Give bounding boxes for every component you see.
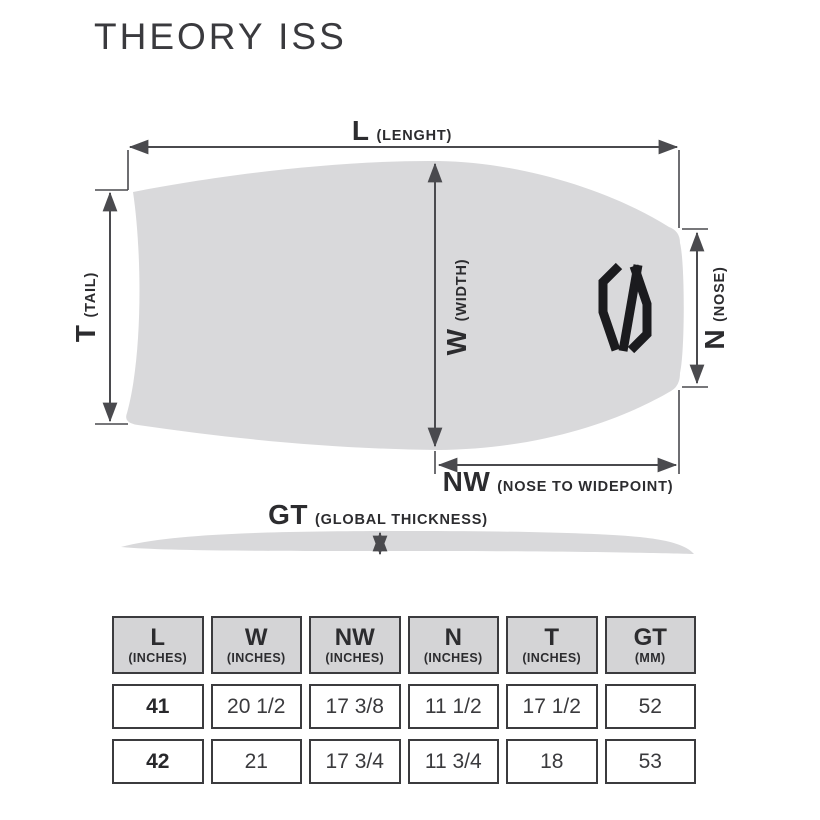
column-abbr: T xyxy=(544,624,560,652)
tail-abbr: T xyxy=(70,324,101,343)
column-unit: (INCHES) xyxy=(522,650,582,665)
header-cell-nw: NW (INCHES) xyxy=(309,616,401,674)
board-diagram xyxy=(95,139,708,556)
header-cell-n: N (INCHES) xyxy=(407,616,499,674)
header-cell-l: L (INCHES) xyxy=(112,616,204,674)
table-cell: 20 1/2 xyxy=(210,684,302,729)
table-cell: 18 xyxy=(506,739,598,784)
column-abbr: W xyxy=(244,624,268,652)
tail-full: (TAIL) xyxy=(83,271,99,318)
table-cell: 42 xyxy=(112,739,204,784)
length-label: L (LENGHT) xyxy=(352,115,452,147)
column-abbr: GT xyxy=(633,624,667,652)
table-cell: 52 xyxy=(604,684,696,729)
column-unit: (INCHES) xyxy=(325,650,385,665)
header-cell-w: W (INCHES) xyxy=(210,616,302,674)
table-cell: 17 1/2 xyxy=(506,684,598,729)
header-cell-t: T (INCHES) xyxy=(506,616,598,674)
dimension-arrows xyxy=(95,139,708,556)
column-unit: (INCHES) xyxy=(128,650,188,665)
column-abbr: N xyxy=(444,624,462,652)
table-cell: 11 1/2 xyxy=(407,684,499,729)
header-cell-gt: GT (MM) xyxy=(604,616,696,674)
column-unit: (INCHES) xyxy=(423,650,483,665)
size-table: L (INCHES) W (INCHES) NW (INCHES) N (INC… xyxy=(112,616,696,784)
brand-logo-icon xyxy=(598,262,652,354)
table-cell: 21 xyxy=(210,739,302,784)
gt-abbr: GT xyxy=(268,499,309,530)
column-abbr: L xyxy=(150,624,166,652)
nose-label: N (NOSE) xyxy=(699,266,731,349)
nose-abbr: N xyxy=(699,328,730,350)
board-side-profile xyxy=(121,531,694,554)
table-cell: 11 3/4 xyxy=(407,739,499,784)
table-cell: 17 3/8 xyxy=(309,684,401,729)
page-title: THEORY ISS xyxy=(94,16,347,57)
nose-full: (NOSE) xyxy=(712,266,728,322)
gt-full: (GLOBAL THICKNESS) xyxy=(315,512,488,528)
table-cell: 41 xyxy=(112,684,204,729)
width-label: W (WIDTH) xyxy=(441,259,473,356)
global-thickness-label: GT (GLOBAL THICKNESS) xyxy=(268,499,488,531)
column-abbr: NW xyxy=(334,624,375,652)
nw-full: (NOSE TO WIDEPOINT) xyxy=(497,479,674,495)
table-cell: 17 3/4 xyxy=(309,739,401,784)
nw-abbr: NW xyxy=(442,466,491,497)
length-full: (LENGHT) xyxy=(376,128,453,144)
column-unit: (INCHES) xyxy=(226,650,286,665)
tail-label: T (TAIL) xyxy=(70,272,102,342)
table-cell: 53 xyxy=(604,739,696,784)
width-abbr: W xyxy=(441,328,472,356)
column-unit: (MM) xyxy=(634,650,666,665)
board-top-view xyxy=(126,160,684,450)
width-full: (WIDTH) xyxy=(454,258,470,322)
nose-widepoint-label: NW (NOSE TO WIDEPOINT) xyxy=(443,466,674,498)
length-abbr: L xyxy=(351,115,370,146)
